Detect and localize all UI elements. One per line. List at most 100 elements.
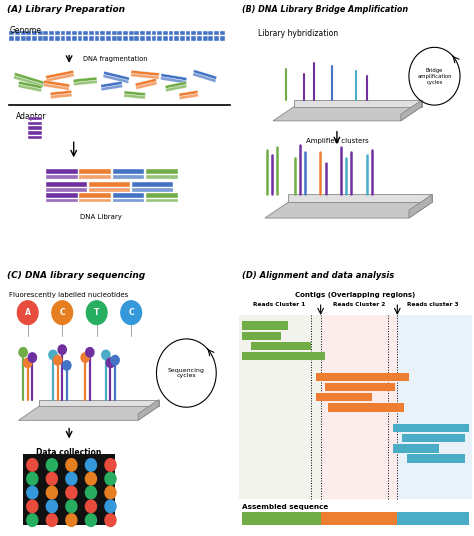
Bar: [44, 35, 48, 41]
Circle shape: [85, 514, 97, 526]
Bar: [242, 352, 325, 360]
Bar: [27, 117, 42, 121]
Bar: [21, 35, 26, 41]
Text: Adaptor: Adaptor: [16, 111, 47, 121]
Circle shape: [24, 358, 32, 368]
FancyBboxPatch shape: [44, 80, 70, 87]
Text: (A) Library Preparation: (A) Library Preparation: [7, 5, 125, 14]
Bar: [80, 169, 111, 174]
Bar: [239, 315, 320, 499]
Text: Reads Cluster 1: Reads Cluster 1: [253, 302, 305, 307]
Polygon shape: [273, 107, 422, 121]
Bar: [220, 31, 225, 35]
Polygon shape: [401, 100, 422, 121]
FancyBboxPatch shape: [46, 70, 73, 79]
Bar: [66, 35, 71, 41]
Bar: [80, 199, 111, 202]
Circle shape: [66, 486, 77, 499]
Bar: [9, 31, 14, 35]
Bar: [38, 35, 43, 41]
Text: Assembled sequence: Assembled sequence: [242, 504, 328, 510]
Circle shape: [81, 353, 89, 362]
Bar: [163, 35, 168, 41]
Polygon shape: [288, 195, 432, 202]
Bar: [44, 31, 48, 35]
Circle shape: [46, 486, 57, 499]
Bar: [203, 35, 208, 41]
Text: T: T: [94, 308, 100, 317]
Circle shape: [102, 350, 110, 360]
Text: Reads cluster 3: Reads cluster 3: [408, 302, 459, 307]
Bar: [140, 31, 145, 35]
Polygon shape: [409, 195, 432, 218]
Bar: [152, 35, 156, 41]
Bar: [316, 393, 372, 401]
Bar: [113, 199, 145, 202]
Bar: [95, 31, 100, 35]
Bar: [140, 35, 145, 41]
Text: Amplified clusters: Amplified clusters: [306, 138, 368, 144]
Bar: [251, 342, 311, 350]
Text: (B) DNA Library Bridge Amplification: (B) DNA Library Bridge Amplification: [242, 5, 408, 14]
Text: Sequencing
cycles: Sequencing cycles: [168, 368, 205, 378]
Bar: [55, 31, 60, 35]
Bar: [180, 31, 185, 35]
Bar: [46, 188, 87, 192]
Circle shape: [52, 301, 73, 324]
Circle shape: [106, 358, 115, 368]
Bar: [209, 35, 213, 41]
Bar: [402, 434, 465, 442]
Bar: [32, 35, 37, 41]
Bar: [191, 31, 196, 35]
Bar: [46, 193, 78, 198]
Circle shape: [105, 486, 116, 499]
FancyBboxPatch shape: [124, 91, 146, 96]
FancyBboxPatch shape: [104, 71, 129, 80]
FancyBboxPatch shape: [101, 81, 122, 87]
Bar: [46, 169, 78, 174]
Text: A: A: [25, 308, 31, 317]
Bar: [15, 31, 20, 35]
Text: (C) DNA library sequencing: (C) DNA library sequencing: [7, 271, 146, 280]
Bar: [220, 35, 225, 41]
Bar: [72, 35, 77, 41]
Text: (D) Alignment and data analysis: (D) Alignment and data analysis: [242, 271, 394, 280]
FancyBboxPatch shape: [165, 81, 186, 88]
Circle shape: [66, 459, 77, 471]
Bar: [186, 31, 191, 35]
Bar: [320, 315, 397, 499]
Circle shape: [85, 472, 97, 485]
Bar: [118, 31, 122, 35]
Bar: [146, 175, 178, 178]
Text: Bridge
amplification
cycles: Bridge amplification cycles: [417, 68, 452, 85]
FancyBboxPatch shape: [131, 70, 159, 76]
Circle shape: [46, 472, 57, 485]
Bar: [83, 35, 88, 41]
Circle shape: [111, 355, 119, 365]
Circle shape: [54, 355, 62, 365]
Polygon shape: [265, 202, 432, 218]
Bar: [61, 35, 65, 41]
Bar: [191, 35, 196, 41]
Circle shape: [19, 347, 27, 357]
Circle shape: [27, 514, 38, 526]
FancyBboxPatch shape: [135, 78, 156, 86]
Bar: [328, 403, 404, 412]
Bar: [135, 35, 139, 41]
FancyBboxPatch shape: [101, 85, 122, 91]
Circle shape: [105, 459, 116, 471]
Bar: [157, 35, 162, 41]
Bar: [118, 35, 122, 41]
Circle shape: [58, 345, 66, 354]
Bar: [21, 31, 26, 35]
Circle shape: [63, 361, 71, 370]
Bar: [197, 31, 202, 35]
Circle shape: [18, 301, 38, 324]
Bar: [9, 35, 14, 41]
FancyBboxPatch shape: [103, 75, 129, 84]
Circle shape: [27, 500, 38, 512]
Bar: [112, 35, 117, 41]
Circle shape: [86, 301, 107, 324]
Circle shape: [85, 486, 97, 499]
FancyBboxPatch shape: [14, 72, 44, 84]
